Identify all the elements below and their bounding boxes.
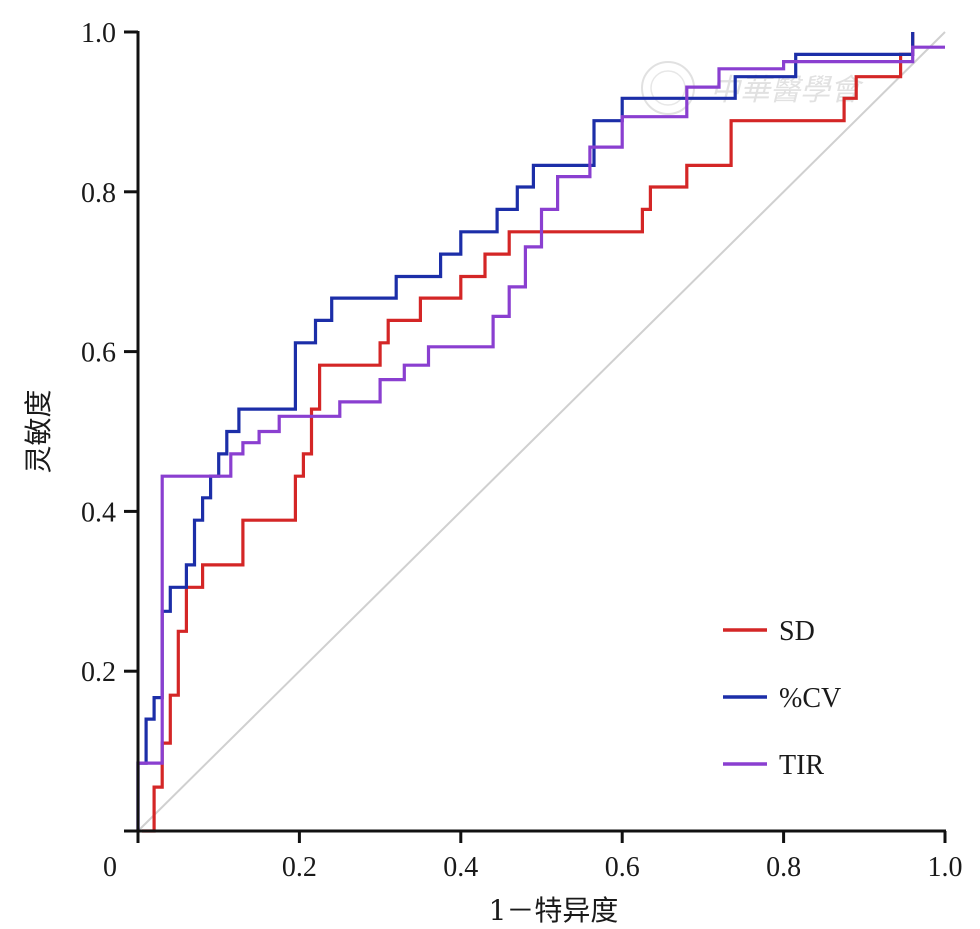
- y-tick-label: 0.6: [81, 338, 116, 369]
- y-tick-label: 0.8: [81, 178, 116, 209]
- x-tick-label: 0.6: [605, 852, 640, 883]
- x-axis-title: 1－特异度: [489, 894, 619, 927]
- x-tick-label: 0.2: [282, 852, 317, 883]
- y-ticks: 0.2 0.4 0.6 0.8 1.0: [81, 18, 138, 688]
- x-tick-label: 0.8: [766, 852, 801, 883]
- y-tick-label: 0.4: [81, 497, 116, 528]
- series-layer: [136, 32, 945, 833]
- legend-label: TIR: [779, 750, 824, 781]
- x-tick-label: 0: [103, 852, 117, 883]
- reference-diagonal-line: [137, 31, 946, 832]
- x-ticks: 0 0.2 0.4 0.6 0.8 1.0: [103, 831, 963, 883]
- legend-label: %CV: [779, 683, 841, 714]
- x-tick-label: 1.0: [928, 852, 963, 883]
- series-line-sd: [142, 32, 915, 833]
- y-tick-label: 0.2: [81, 657, 116, 688]
- watermark-seal-inner-icon: [650, 70, 686, 106]
- x-tick-label: 0.4: [443, 852, 478, 883]
- series-line-tir: [136, 45, 945, 831]
- legend: SD %CV TIR: [723, 616, 841, 781]
- y-axis-title: 灵敏度: [22, 389, 55, 473]
- series-line-cv: [136, 32, 915, 831]
- y-tick-label: 1.0: [81, 18, 116, 49]
- legend-label: SD: [779, 616, 815, 647]
